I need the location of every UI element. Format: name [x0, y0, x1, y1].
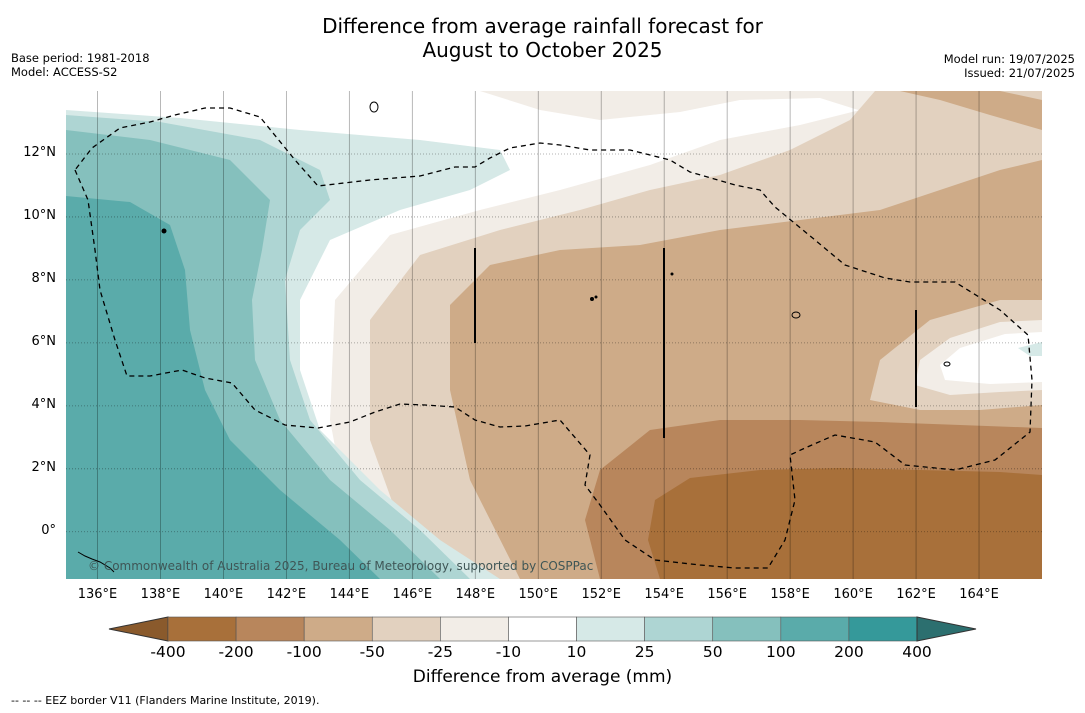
latitude-tick-label: 4°N: [31, 396, 57, 412]
colorbar-over-arrow: [916, 616, 977, 642]
latitude-tick-label: 0°: [41, 522, 56, 538]
longitude-tick-label: 142°E: [266, 587, 307, 602]
colorbar-tick-label: 50: [702, 643, 723, 661]
longitude-tick-label: 150°E: [518, 587, 559, 602]
colorbar-tick-label: -100: [286, 643, 322, 661]
colorbar-tick-label: 200: [834, 643, 864, 661]
latitude-tick-label: 2°N: [31, 459, 57, 475]
island-dot-2: [590, 297, 594, 301]
title-line-1: Difference from average rainfall forecas…: [322, 14, 763, 38]
island-outline-1: [369, 101, 379, 113]
colorbar-cell: [508, 616, 577, 642]
longitude-tick-label: 154°E: [644, 587, 684, 602]
longitude-tick-label: 156°E: [707, 587, 747, 602]
east-patch-neutral: [940, 332, 1042, 384]
island-dot-3: [594, 295, 598, 299]
colorbar-cell: [576, 616, 645, 642]
latitude-tick-label: 12°N: [23, 144, 56, 160]
colorbar-cell: [235, 616, 305, 642]
longitude-tick-label: 146°E: [392, 587, 433, 602]
colorbar-under-arrow: [108, 616, 169, 642]
base-period-text: Base period: 1981-2018: [11, 51, 150, 65]
colorbar-cell: [371, 616, 441, 642]
eez-border: [74, 107, 1033, 569]
longitude-tick-label: 140°E: [203, 587, 244, 602]
meta-left: Base period: 1981-2018 Model: ACCESS-S2: [11, 51, 150, 79]
band-minus400: [648, 468, 1042, 579]
band-plus100: [66, 196, 380, 579]
band-minus100-north: [900, 91, 1042, 130]
colorbar-tick-label: -25: [427, 643, 454, 661]
longitude-tick-label: 160°E: [833, 587, 873, 602]
longitude-tick-label: 144°E: [329, 587, 370, 602]
colorbar-tick-label: 100: [766, 643, 796, 661]
colorbar-tick-label: -10: [495, 643, 522, 661]
colorbar: [108, 616, 977, 642]
model-text: Model: ACCESS-S2: [11, 65, 118, 79]
latitude-tick-label: 10°N: [23, 207, 56, 223]
island-dot-1: [161, 228, 167, 234]
colorbar-cell: [780, 616, 850, 642]
colorbar-cell: [712, 616, 782, 642]
meta-right: Model run: 19/07/2025 Issued: 21/07/2025: [944, 52, 1075, 80]
longitude-tick-label: 152°E: [581, 587, 621, 602]
colorbar-cell: [848, 616, 918, 642]
island-dot-4: [670, 272, 674, 276]
colorbar-tick-label: 400: [902, 643, 932, 661]
latitude-tick-label: 6°N: [31, 333, 57, 349]
colorbar-cell: [644, 616, 714, 642]
model-run-text: Model run: 19/07/2025: [943, 52, 1075, 66]
eez-legend-note: -- -- -- EEZ border V11 (Flanders Marine…: [11, 694, 320, 707]
copyright-notice: © Commonwealth of Australia 2025, Bureau…: [88, 559, 594, 573]
longitude-tick-label: 158°E: [770, 587, 810, 602]
island-outline-3: [943, 361, 951, 367]
longitude-tick-label: 138°E: [140, 587, 181, 602]
colorbar-tick-label: -50: [359, 643, 385, 661]
colorbar-cell: [167, 616, 237, 642]
colorbar-tick-label: -400: [150, 643, 186, 661]
colorbar-tick-label: 10: [566, 643, 587, 661]
longitude-tick-label: 164°E: [959, 587, 999, 602]
title-line-2: August to October 2025: [422, 38, 663, 62]
colorbar-cell: [440, 616, 509, 642]
coastline-fragment: [77, 551, 115, 573]
rainfall-contours: [66, 91, 1042, 579]
colorbar-cell: [303, 616, 373, 642]
island-outline-2: [791, 311, 801, 319]
chart-title: Difference from average rainfall forecas…: [0, 14, 1085, 62]
east-patch-wet: [1018, 342, 1042, 356]
colorbar-title: Difference from average (mm): [412, 667, 673, 687]
colorbar-tick-label: 25: [634, 643, 655, 661]
latitude-tick-label: 8°N: [31, 270, 57, 286]
colorbar-tick-label: -200: [218, 643, 254, 661]
issued-text: Issued: 21/07/2025: [964, 66, 1075, 80]
longitude-tick-label: 136°E: [77, 587, 118, 602]
graticule: [66, 91, 1042, 579]
longitude-tick-label: 148°E: [455, 587, 496, 602]
longitude-tick-label: 162°E: [896, 587, 936, 602]
colorbar-cells: [167, 616, 918, 642]
